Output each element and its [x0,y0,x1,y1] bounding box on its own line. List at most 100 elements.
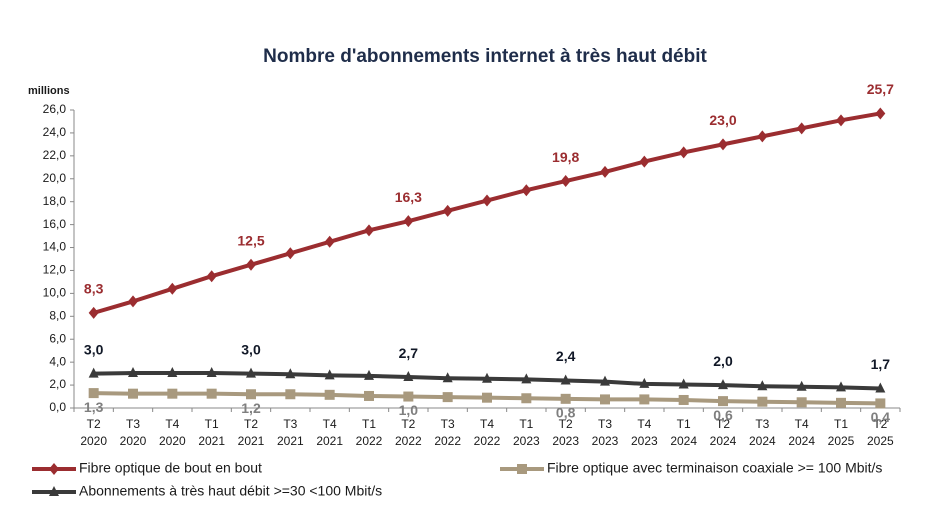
x-tick-label: 2021 [198,434,225,448]
x-tick-label: T3 [441,417,455,431]
value-label: 3,0 [84,341,104,357]
point [718,138,728,151]
x-tick-label: T1 [205,417,219,431]
x-tick-label: 2021 [277,434,304,448]
y-tick-label: 20,0 [43,171,67,185]
x-tick-label: T1 [677,417,691,431]
x-tick-label: T4 [637,417,651,431]
y-tick-label: 14,0 [43,240,67,254]
value-label: 16,3 [395,189,422,205]
x-tick-label: T3 [126,417,140,431]
value-label: 0,8 [556,405,576,421]
point [324,369,335,380]
value-label: 1,7 [871,356,891,372]
value-label: 23,0 [709,112,736,128]
x-tick-label: 2022 [395,434,422,448]
chart-title: Nombre d'abonnements internet à très hau… [263,46,707,67]
value-label: 1,0 [399,402,419,418]
point [442,392,453,403]
x-tick-label: 2024 [710,434,737,448]
x-tick-label: T1 [362,417,376,431]
point [600,165,610,178]
value-label: 1,3 [84,399,104,415]
value-label: 12,5 [237,232,264,248]
point [128,388,138,399]
point [639,394,650,405]
point [678,394,689,405]
legend-label: Fibre optique avec terminaison coaxiale … [547,460,882,476]
point [678,378,689,389]
point [482,194,492,207]
point [482,372,492,383]
point [167,388,178,399]
x-tick-label: T4 [480,417,494,431]
point [167,367,178,378]
x-tick-label: 2023 [631,434,658,448]
point [600,394,610,405]
point [442,372,453,383]
value-label: 19,8 [552,149,579,165]
x-tick-label: T3 [755,417,769,431]
x-tick-label: 2023 [513,434,540,448]
point [403,391,414,402]
point [836,397,846,408]
x-tick-label: 2022 [474,434,501,448]
x-tick-label: T2 [559,417,573,431]
point [639,377,650,388]
value-label: 1,2 [241,400,261,416]
x-tick-label: 2024 [788,434,815,448]
point [364,224,374,237]
x-tick-label: T1 [519,417,533,431]
y-tick-label: 2,0 [49,377,66,391]
point [324,389,335,400]
point [128,367,138,378]
x-tick-label: 2022 [356,434,383,448]
point [364,390,374,401]
point [600,375,610,386]
x-tick-label: 2020 [159,434,186,448]
y-tick-label: 10,0 [43,286,67,300]
point [875,107,886,120]
point [718,396,728,407]
x-tick-label: T4 [323,417,337,431]
value-label: 2,0 [713,353,733,369]
value-label: 2,4 [556,348,576,364]
y-tick-label: 24,0 [43,125,67,139]
point [88,388,99,399]
point [836,381,846,392]
point [521,393,532,404]
point [560,175,571,188]
x-tick-label: T4 [795,417,809,431]
point [560,393,571,404]
point [796,122,807,135]
point [285,247,296,260]
point [517,464,527,474]
point [167,282,178,295]
point [796,397,807,408]
point [560,374,571,385]
x-tick-label: 2023 [592,434,619,448]
point [678,146,689,159]
point [206,388,217,399]
series-line [93,111,881,315]
x-tick-label: T4 [165,417,179,431]
point [49,486,59,496]
y-tick-label: 6,0 [49,331,66,345]
point [757,130,768,143]
point [442,204,453,217]
x-tick-label: 2025 [828,434,855,448]
point [324,235,335,248]
point [796,380,807,391]
point [639,155,650,168]
x-tick-label: 2024 [670,434,697,448]
point [875,382,886,393]
y-tick-label: 12,0 [43,263,67,277]
point [285,368,296,379]
x-tick-label: T2 [873,417,887,431]
x-tick-label: 2022 [434,434,461,448]
point [521,373,532,384]
point [285,389,296,400]
point [875,398,886,409]
x-tick-label: T2 [244,417,258,431]
